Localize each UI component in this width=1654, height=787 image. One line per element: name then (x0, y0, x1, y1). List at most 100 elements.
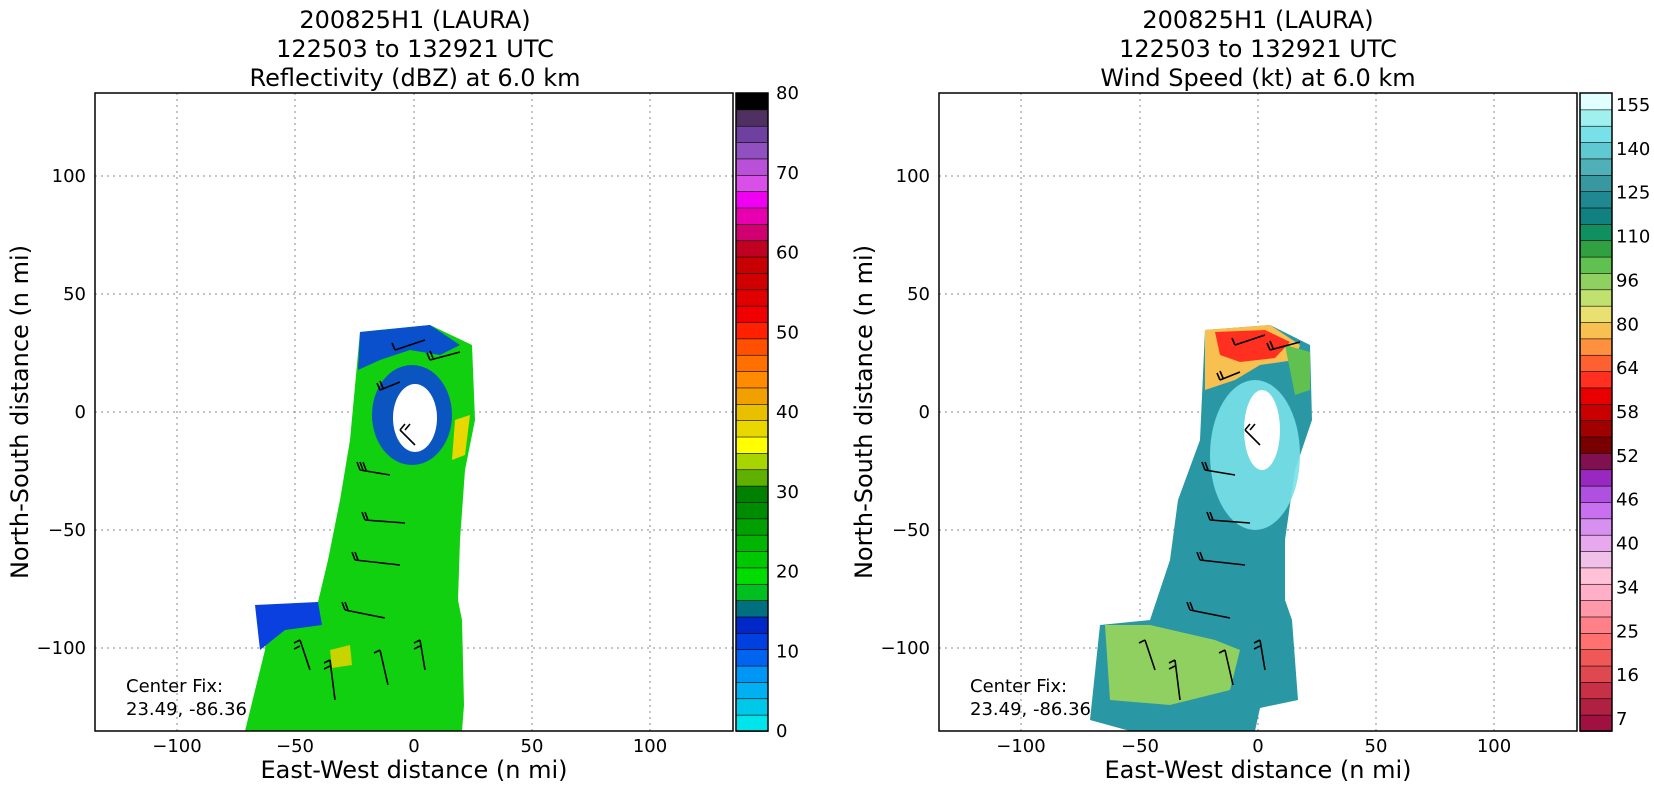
reflectivity-colorbar-cell (735, 387, 769, 405)
reflectivity-colorbar-tick-label: 10 (776, 641, 799, 662)
wind-xlabel: East-West distance (n mi) (1104, 756, 1411, 784)
reflectivity-colorbar-tick-label: 70 (776, 163, 799, 184)
reflectivity-colorbar-tick-label: 60 (776, 243, 799, 264)
reflectivity-colorbar-cell (735, 419, 769, 438)
reflectivity-x-tick-label: −50 (276, 736, 314, 757)
reflectivity-x-tick-label: 100 (633, 736, 667, 757)
wind-colorbar-cell (1579, 223, 1613, 242)
reflectivity-title-line-2: 122503 to 132921 UTC (276, 35, 554, 63)
wind-colorbar-tick-label: 155 (1616, 95, 1650, 116)
wind-colorbar-cell (1579, 485, 1613, 503)
wind-colorbar-tick-label: 25 (1616, 621, 1639, 642)
reflectivity-colorbar-cell (735, 665, 769, 683)
reflectivity-colorbar-cell (735, 256, 769, 274)
wind-colorbar-cell (1579, 256, 1613, 274)
reflectivity-colorbar-tick-label: 0 (776, 721, 787, 742)
wind-y-tick-label: −100 (881, 638, 930, 659)
wind-colorbar-cell (1579, 305, 1613, 323)
wind-colorbar-cell (1579, 370, 1613, 389)
wind-field (1090, 325, 1312, 731)
reflectivity-ylabel: North-South distance (n mi) (6, 245, 34, 579)
reflectivity-colorbar-cell (735, 583, 769, 601)
wind-title-line-3: Wind Speed (kt) at 6.0 km (1100, 64, 1415, 92)
reflectivity-colorbar-tick-label: 80 (776, 83, 799, 104)
reflectivity-center-fix-coords: 23.49, -86.36 (126, 699, 247, 720)
reflectivity-colorbar-cell (735, 681, 769, 700)
wind-colorbar-cell (1579, 583, 1613, 601)
reflectivity-colorbar-cell (735, 305, 769, 323)
reflectivity-colorbar-cell (735, 501, 769, 520)
wind-center-fix-coords: 23.49, -86.36 (970, 699, 1091, 720)
wind-colorbar-tick-label: 64 (1616, 358, 1639, 379)
reflectivity-title-line-1: 200825H1 (LAURA) (299, 6, 530, 34)
reflectivity-colorbar-cell (735, 158, 769, 176)
wind-y-tick-label: 50 (907, 284, 930, 305)
wind-colorbar: 155 140 125 110 96 80 64 58 52 46 40 34 25 16 7 (1579, 92, 1650, 732)
wind-colorbar-tick-label: 110 (1616, 227, 1650, 248)
reflectivity-colorbar-cell (735, 714, 769, 732)
wind-colorbar-cell (1579, 321, 1613, 340)
reflectivity-colorbar-cell (735, 109, 769, 127)
reflectivity-y-tick-label: 100 (52, 166, 86, 187)
wind-colorbar-cell (1579, 681, 1613, 700)
wind-colorbar-cell (1579, 190, 1613, 209)
wind-colorbar-cell (1579, 518, 1613, 536)
reflectivity-x-tick-label: 50 (521, 736, 544, 757)
reflectivity-colorbar-cell (735, 485, 769, 503)
wind-colorbar-cell (1579, 501, 1613, 520)
reflectivity-field (245, 325, 475, 731)
wind-x-ticks: −100 −50 0 50 100 (996, 736, 1511, 757)
wind-colorbar-cell (1579, 616, 1613, 634)
reflectivity-colorbar-cell (735, 190, 769, 209)
wind-y-tick-label: −50 (892, 520, 930, 541)
reflectivity-center-fix-label: Center Fix: (126, 676, 223, 697)
reflectivity-colorbar: 0 10 20 30 40 50 60 70 80 (735, 83, 799, 742)
wind-y-tick-label: 0 (919, 402, 930, 423)
wind-ylabel: North-South distance (n mi) (850, 245, 878, 579)
wind-x-tick-label: −50 (1121, 736, 1159, 757)
reflectivity-wind-barbs (293, 339, 461, 701)
reflectivity-colorbar-cell (735, 534, 769, 552)
wind-colorbar-cell (1579, 387, 1613, 405)
reflectivity-colorbar-frame (735, 92, 769, 732)
reflectivity-colorbar-cell (735, 289, 769, 307)
reflectivity-panel: 200825H1 (LAURA) 122503 to 132921 UTC Re… (6, 6, 799, 784)
reflectivity-colorbar-cell (735, 174, 769, 192)
reflectivity-title-line-3: Reflectivity (dBZ) at 6.0 km (250, 64, 581, 92)
reflectivity-colorbar-cell (735, 436, 769, 454)
wind-colorbar-cell (1579, 632, 1613, 651)
reflectivity-colorbar-cell (735, 370, 769, 389)
reflectivity-y-tick-label: 0 (75, 402, 86, 423)
wind-eye (1244, 390, 1280, 470)
reflectivity-plot-frame (94, 92, 734, 732)
wind-colorbar-tick-label: 34 (1616, 577, 1639, 598)
reflectivity-colorbar-cell (735, 92, 769, 111)
reflectivity-eye (393, 384, 437, 452)
reflectivity-colorbar-tick-label: 30 (776, 482, 799, 503)
wind-green-east (1285, 345, 1310, 395)
wind-green-south (1105, 625, 1240, 705)
wind-colorbar-tick-label: 40 (1616, 534, 1639, 555)
reflectivity-colorbar-cells (735, 92, 769, 732)
wind-colorbar-tick-label: 16 (1616, 665, 1639, 686)
reflectivity-colorbar-labels: 0 10 20 30 40 50 60 70 80 (776, 83, 799, 742)
reflectivity-y-ticks: 100 50 0 −50 −100 (37, 166, 86, 659)
reflectivity-colorbar-cell (735, 403, 769, 421)
wind-colorbar-cell (1579, 665, 1613, 683)
wind-colorbar-cell (1579, 714, 1613, 732)
wind-x-tick-label: 0 (1252, 736, 1263, 757)
reflectivity-y-tick-label: −100 (37, 638, 86, 659)
reflectivity-colorbar-cell (735, 354, 769, 372)
wind-colorbar-tick-label: 7 (1616, 709, 1627, 730)
reflectivity-xlabel: East-West distance (n mi) (260, 756, 567, 784)
reflectivity-colorbar-cell (735, 223, 769, 242)
wind-plot-frame (938, 92, 1578, 732)
wind-colorbar-cell (1579, 567, 1613, 585)
reflectivity-colorbar-cell (735, 550, 769, 569)
wind-colorbar-cell (1579, 599, 1613, 618)
wind-colorbar-cell (1579, 174, 1613, 192)
reflectivity-colorbar-tick-label: 50 (776, 322, 799, 343)
reflectivity-colorbar-cell (735, 239, 769, 258)
reflectivity-x-tick-label: 0 (408, 736, 419, 757)
wind-colorbar-cell (1579, 239, 1613, 258)
